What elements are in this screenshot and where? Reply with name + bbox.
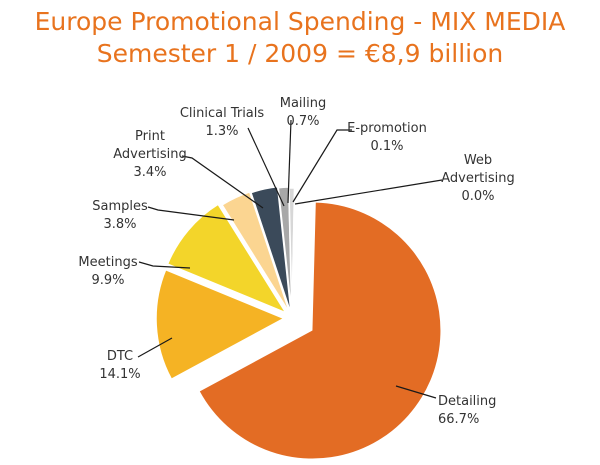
leader-line-detailing [395,385,437,399]
slice-name-clinical-trials: Clinical Trials [180,106,265,121]
slice-name-samples: Samples [92,199,148,214]
leader-line-dtc [137,337,173,358]
slice-name-e-promotion: E-promotion [347,121,427,136]
slice-name-web-advertising: Web [464,153,492,168]
pie-slice-print-advertising [250,185,292,315]
leader-line-print-advertising [181,155,264,209]
slice-label-samples: Samples 3.8% [92,199,148,232]
slice-label-e-promotion: E-promotion 0.1% [347,121,427,154]
slice-name-print-advertising: Print [135,129,165,144]
slice-name-web-advertising: Advertising [441,171,515,186]
slice-value-e-promotion: 0.1% [370,139,403,154]
slice-name-meetings: Meetings [78,255,137,270]
slice-value-clinical-trials: 1.3% [205,124,238,139]
slice-name-detailing: Detailing [438,394,496,409]
chart-subtitle: Semester 1 / 2009 = €8,9 billion [96,39,504,68]
slice-name-mailing: Mailing [280,96,327,111]
slice-label-dtc: DTC 14.1% [99,349,140,382]
slice-value-meetings: 9.9% [91,273,124,288]
slice-value-print-advertising: 3.4% [133,165,166,180]
slice-value-detailing: 66.7% [438,412,479,427]
slice-value-samples: 3.8% [103,217,136,232]
slice-label-detailing: Detailing 66.7% [438,394,496,427]
leader-line-mailing [287,119,292,204]
slice-value-web-advertising: 0.0% [461,189,494,204]
leader-line-e-promotion [292,129,352,203]
slice-value-dtc: 14.1% [99,367,140,382]
slice-name-dtc: DTC [107,349,133,364]
leader-line-clinical-trials [247,127,285,207]
chart-title: Europe Promotional Spending - MIX MEDIA [34,7,566,36]
pie-slice-meetings [166,203,288,315]
slice-value-mailing: 0.7% [286,114,319,129]
slice-label-web-advertising: Web Advertising 0.0% [441,153,515,204]
leader-line-samples [147,206,235,221]
leader-line-meetings [138,261,191,269]
pie-slice-detailing [199,202,441,459]
pie-slice-dtc [155,268,286,381]
slice-label-meetings: Meetings 9.9% [78,255,137,288]
slice-label-clinical-trials: Clinical Trials 1.3% [180,106,265,139]
leader-line-web-advertising [294,179,443,205]
slice-label-mailing: Mailing 0.7% [280,96,327,129]
slice-label-print-advertising: Print Advertising 3.4% [113,129,187,180]
pie-slice-web-advertising [291,189,299,319]
pie-slice-samples [221,190,291,314]
slice-name-print-advertising: Advertising [113,147,187,162]
